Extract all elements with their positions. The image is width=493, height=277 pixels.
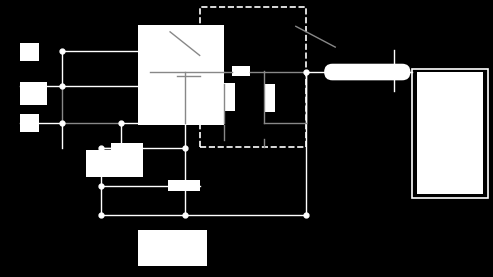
FancyBboxPatch shape [324, 64, 410, 80]
Bar [264, 84, 275, 112]
Bar [168, 180, 200, 191]
Bar [412, 69, 488, 198]
Bar [224, 83, 235, 111]
Bar [20, 82, 47, 105]
Bar [138, 25, 224, 125]
Bar [150, 72, 161, 97]
Bar [200, 66, 222, 76]
Bar [138, 230, 207, 266]
Bar [200, 7, 306, 147]
Bar [417, 72, 483, 194]
Bar [111, 143, 143, 154]
Bar [232, 66, 250, 76]
Bar [86, 150, 143, 177]
Bar [20, 43, 39, 61]
Bar [20, 114, 39, 132]
